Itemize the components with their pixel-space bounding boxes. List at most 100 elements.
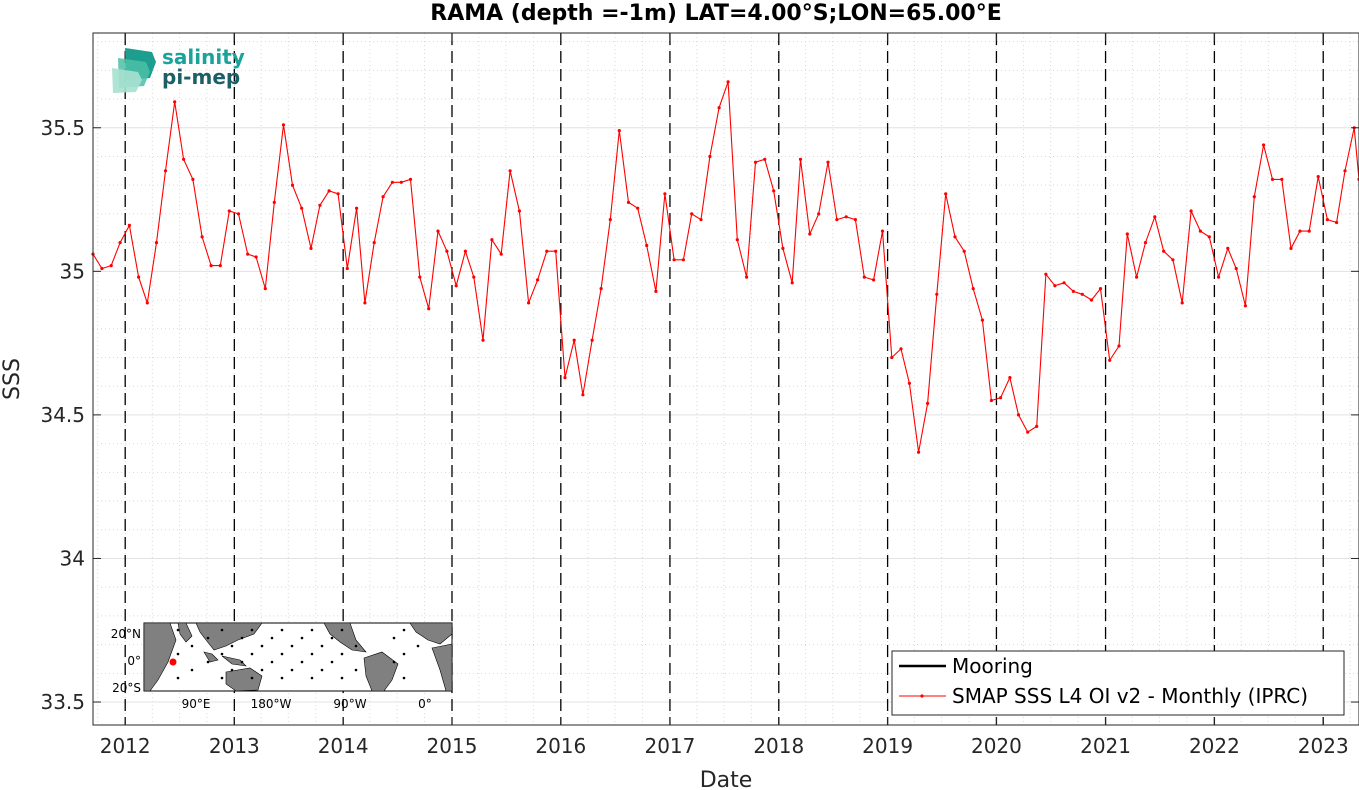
legend-mooring-label: Mooring (952, 654, 1033, 678)
inset-map-dot (190, 668, 194, 672)
series-point (355, 206, 359, 210)
inset-map-dot (270, 636, 274, 640)
series-point (372, 241, 376, 245)
inset-map-frame (143, 622, 453, 692)
inset-map-dot (300, 660, 304, 664)
series-point (1153, 215, 1157, 219)
inset-map-dot (354, 668, 358, 672)
inset-map-dot (240, 636, 244, 640)
year-marker-lines (124, 33, 1324, 725)
series-point (654, 289, 658, 293)
series-point (463, 249, 467, 253)
series-point (1035, 424, 1039, 428)
series-point (989, 398, 994, 403)
series-point (980, 318, 985, 322)
series-point (763, 157, 767, 161)
series-point (536, 278, 540, 282)
series-point (399, 180, 403, 184)
series-point (100, 266, 104, 271)
inset-map-dot (392, 660, 396, 664)
series-point (699, 218, 703, 222)
series-point (363, 301, 367, 305)
inset-lon-label-90w: 90°W (333, 697, 366, 711)
inset-map-dot (260, 644, 264, 648)
x-tick-labels: 2012 2013 2014 2015 2016 2017 2018 2019 2020 2021… (100, 734, 1349, 758)
series-point (708, 154, 712, 159)
series-point (1207, 235, 1211, 239)
x-tick-label: 2016 (535, 734, 586, 758)
series-point (1162, 249, 1166, 253)
inset-map-dot (250, 676, 254, 680)
series-point (218, 264, 222, 268)
series-point (999, 396, 1003, 400)
y-tick-label: 35 (60, 259, 85, 283)
series-point (227, 209, 231, 213)
series-point (1171, 258, 1175, 262)
series-point (118, 241, 122, 245)
y-tick-label: 33.5 (40, 690, 85, 714)
series-point (154, 241, 159, 245)
series-point (1262, 143, 1266, 147)
series-point (636, 206, 640, 210)
inset-map-dot (340, 676, 344, 680)
logo-wave-icon (112, 48, 156, 93)
inset-lat-label-20n: 20°N (111, 627, 141, 641)
series-point (745, 275, 749, 279)
series-point (1189, 209, 1193, 213)
series-point (663, 192, 667, 196)
y-tick-label: 34.5 (40, 403, 85, 427)
series-point (1280, 177, 1284, 181)
series-point (173, 100, 177, 104)
series-point (272, 200, 276, 204)
series-point (1325, 218, 1329, 222)
series-point (590, 338, 594, 342)
series-point (490, 238, 494, 242)
series-point (1252, 195, 1256, 199)
series-point (817, 212, 821, 216)
series-point (1243, 304, 1247, 308)
series-point (681, 258, 686, 262)
series-point (508, 169, 512, 173)
series-point (808, 232, 812, 236)
series-point (336, 192, 340, 196)
inset-map-dot (240, 660, 244, 664)
legend-smap-label: SMAP SSS L4 OI v2 - Monthly (IPRC) (952, 684, 1308, 708)
plot-area-frame (92, 32, 1359, 726)
y-axis-label: SSS (0, 358, 25, 400)
series-point (1298, 229, 1302, 233)
series-point (263, 287, 267, 291)
inset-map-dot (206, 636, 210, 640)
inset-map-dot (176, 652, 180, 656)
series-point (236, 212, 241, 216)
series-point (1125, 232, 1129, 236)
inset-map-dot (230, 644, 234, 648)
inset-map-dot (354, 644, 358, 648)
series-point (690, 212, 694, 216)
series-point (182, 157, 186, 161)
series-point (890, 355, 894, 360)
x-tick-label: 2020 (971, 734, 1022, 758)
series-point (853, 218, 858, 222)
axis-ticks (93, 33, 1359, 725)
series-point (454, 284, 458, 288)
x-tick-label: 2019 (862, 734, 913, 758)
series-point (1234, 266, 1238, 271)
series-point (381, 195, 385, 199)
series-point (1316, 175, 1320, 179)
series-point (917, 450, 921, 454)
x-tick-label: 2015 (427, 734, 478, 758)
series-point (1053, 284, 1057, 288)
series-point (246, 252, 250, 256)
series-point (481, 338, 485, 342)
series-point (554, 249, 558, 253)
inset-map-dot (290, 668, 294, 672)
series-point (145, 301, 149, 305)
chart-title: RAMA (depth =-1m) LAT=4.00°S;LON=65.00°E (430, 1, 1001, 26)
series-point (880, 229, 885, 233)
series-point (1135, 275, 1139, 279)
inset-map-dot (270, 660, 274, 664)
inset-lon-label-180w: 180°W (251, 697, 292, 711)
series-point (1080, 292, 1084, 296)
salinity-pi-mep-logo: salinity pi-mep (112, 45, 245, 93)
